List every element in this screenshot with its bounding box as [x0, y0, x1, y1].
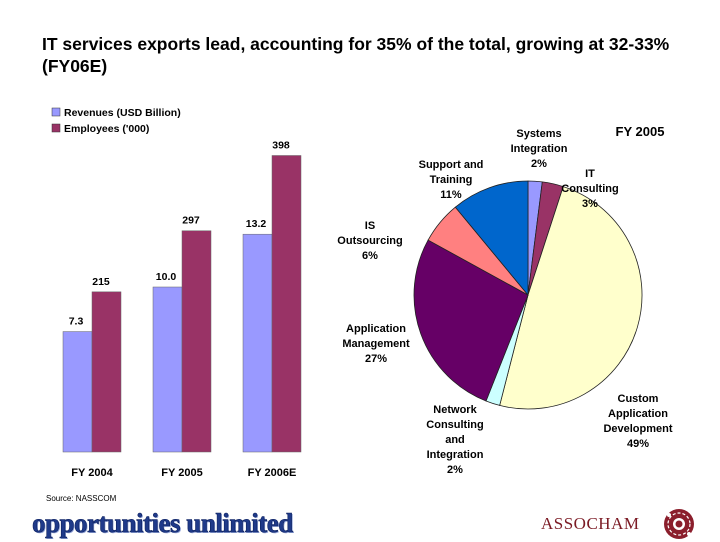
pie-label: Custom Application Development 49%: [603, 393, 672, 450]
pie-label-pct: 2%: [447, 464, 463, 476]
legend-label: Revenues (USD Billion): [64, 107, 181, 119]
bar: [271, 155, 302, 453]
bar-value-label: 215: [92, 276, 110, 288]
pie-label-text: Consulting: [426, 419, 483, 431]
source-note: Source: NASSCOM: [46, 494, 117, 503]
pie-label-pct: 2%: [531, 158, 547, 170]
pie-label-pct: 11%: [440, 189, 462, 201]
x-tick-label: FY 2004: [71, 467, 113, 479]
brand-logo-icon: [664, 509, 694, 539]
bar-value-label: 297: [182, 215, 200, 227]
pie-label: IS Outsourcing 6%: [337, 220, 402, 262]
x-tick-label: FY 2005: [161, 467, 202, 479]
pie-label-text: IT: [585, 168, 595, 180]
pie-label-text: Management: [342, 338, 410, 350]
pie-label: Network Consulting and Integration 2%: [426, 404, 483, 476]
pie-label-text: Support and: [419, 159, 484, 171]
pie-slice: [454, 180, 529, 297]
legend-swatch: [51, 107, 61, 117]
pie-label-text: Systems: [516, 128, 561, 140]
pie-chart: FY 2005 Systems Integration 2% IT Consulting 3…: [337, 124, 673, 476]
pie-label-text: Consulting: [561, 183, 618, 195]
bar-value-label: 398: [272, 139, 290, 151]
legend-label: Employees ('000): [64, 123, 149, 135]
bar: [242, 233, 273, 453]
pie-label-text: Development: [603, 423, 672, 435]
pie-label-text: Training: [430, 174, 473, 186]
pie-label-text: Integration: [427, 449, 484, 461]
pie-label-text: Custom: [618, 393, 659, 405]
pie-slice: [413, 239, 529, 402]
bar-chart: Revenues (USD Billion) Employees ('000) 7.…: [51, 107, 302, 479]
pie-label: Application Management 27%: [342, 323, 410, 365]
pie-label-pct: 27%: [365, 353, 387, 365]
bar: [62, 331, 93, 453]
bar: [91, 291, 122, 453]
pie-label: IT Consulting 3%: [561, 168, 618, 210]
pie-label-pct: 3%: [582, 198, 598, 210]
bar-legend: Revenues (USD Billion) Employees ('000): [51, 107, 181, 135]
pie-label-text: Network: [433, 404, 477, 416]
tagline-logo: opportunities unlimited: [32, 508, 294, 539]
brand-name: ASSOCHAM: [541, 514, 640, 533]
pie-slice: [499, 186, 643, 410]
x-tick-label: FY 2006E: [248, 467, 297, 479]
pie-label-text: Application: [346, 323, 406, 335]
pie-label-text: Integration: [511, 143, 568, 155]
bar-value-label: 10.0: [156, 271, 177, 283]
slide-title: IT services exports lead, accounting for…: [42, 34, 670, 76]
bar: [152, 286, 183, 453]
pie-label: Systems Integration 2%: [511, 128, 568, 170]
pie-label-text: Application: [608, 408, 668, 420]
pie-label: Support and Training 11%: [419, 159, 484, 201]
bar-value-label: 7.3: [69, 316, 84, 328]
pie-title: FY 2005: [616, 124, 665, 139]
legend-swatch: [51, 123, 61, 133]
bar: [181, 230, 212, 453]
bar-value-label: 13.2: [246, 218, 267, 230]
pie-label-pct: 6%: [362, 250, 378, 262]
pie-label-text: Outsourcing: [337, 235, 402, 247]
pie-label-pct: 49%: [627, 438, 649, 450]
pie-label-text: and: [445, 434, 465, 446]
pie-label-text: IS: [365, 220, 375, 232]
